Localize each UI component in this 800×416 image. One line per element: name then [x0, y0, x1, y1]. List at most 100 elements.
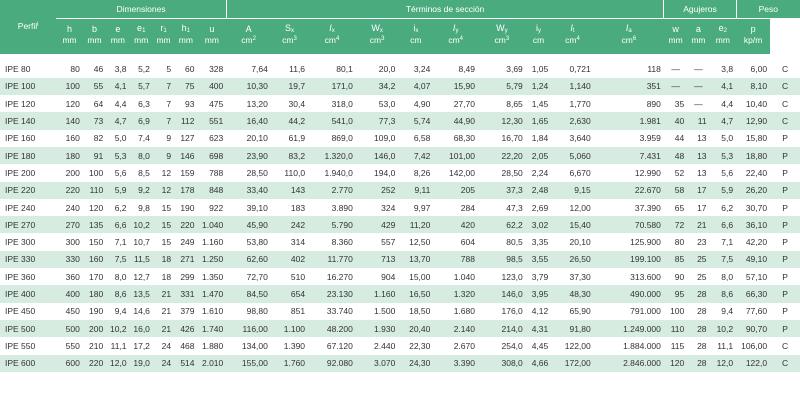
- table-cell: 7,5: [709, 250, 737, 269]
- table-cell: 95: [663, 285, 688, 303]
- table-cell: 7: [152, 95, 175, 113]
- table-cell: 214,0: [477, 319, 526, 338]
- table-cell: 1.160: [355, 285, 399, 303]
- table-cell: P: [770, 250, 800, 269]
- table-cell: 115: [663, 337, 688, 355]
- table-cell: 922: [197, 198, 227, 217]
- table-cell: 200: [56, 164, 83, 182]
- table-cell: 98,5: [477, 250, 526, 269]
- column-symbol: Iy: [433, 18, 478, 34]
- profile-name-cell: IPE 500: [0, 319, 57, 338]
- table-cell: 331: [174, 285, 198, 303]
- table-cell: 2,69: [525, 198, 552, 217]
- table-cell: 8,5: [129, 164, 153, 182]
- table-cell: 33.740: [308, 302, 356, 320]
- table-cell: 240: [56, 198, 83, 217]
- table-cell: 869,0: [308, 129, 356, 147]
- table-cell: 242: [270, 216, 309, 234]
- table-cell: 13,70: [398, 250, 434, 269]
- table-cell: 6,6: [709, 216, 737, 234]
- table-cell: 3.390: [433, 354, 478, 372]
- table-cell: P: [770, 268, 800, 286]
- table-cell: 10,7: [129, 233, 153, 251]
- column-symbol: r1: [152, 18, 175, 34]
- table-cell: 3.070: [355, 354, 399, 372]
- column-symbol: h1: [174, 18, 198, 34]
- table-row: IPE 220 220 110 5,9 9,2 12 178 848 33,40 143 2.770…: [0, 181, 800, 199]
- table-cell: 23,90: [226, 146, 271, 165]
- table-cell: 200: [82, 319, 107, 338]
- table-cell: 3,8: [709, 60, 737, 78]
- profile-name-cell: IPE 300: [0, 233, 57, 251]
- table-cell: 3,8: [106, 60, 130, 78]
- table-cell: 9,11: [398, 181, 434, 199]
- column-unit: mm: [129, 34, 153, 54]
- table-cell: 600: [56, 354, 83, 372]
- column-symbol: e2: [709, 18, 737, 34]
- column-unit: mm: [687, 34, 710, 54]
- table-cell: 8,0: [129, 146, 153, 165]
- table-cell: 4,4: [709, 95, 737, 113]
- column-unit: cm6: [593, 34, 664, 54]
- table-cell: 5,0: [709, 129, 737, 147]
- table-cell: 10,30: [226, 77, 271, 96]
- table-cell: 318,0: [308, 95, 356, 113]
- table-cell: 7,42: [398, 146, 434, 165]
- table-cell: 15: [152, 198, 175, 217]
- symbol-header-row: h b e e1 r1 h1 u A Sx Ix Wx ix Iy Wy iy It Ia w a e2 p: [0, 18, 800, 34]
- table-cell: 172,00: [551, 354, 594, 372]
- table-cell: 5,6: [709, 164, 737, 182]
- table-cell: 308,0: [477, 354, 526, 372]
- group-peso: Peso: [735, 0, 800, 19]
- table-cell: 16,70: [477, 129, 526, 147]
- table-cell: 25: [687, 250, 710, 269]
- table-cell: 1.390: [270, 337, 309, 355]
- table-cell: 2,05: [525, 146, 552, 165]
- profile-name-cell: IPE 360: [0, 268, 57, 286]
- profile-name-cell: IPE 220: [0, 181, 57, 199]
- table-row: IPE 400 400 180 8,6 13,5 21 331 1.470 84,50 654 23…: [0, 285, 800, 303]
- table-cell: 5,79: [477, 77, 526, 96]
- column-symbol: u: [197, 18, 227, 34]
- table-cell: 80,1: [308, 60, 356, 78]
- column-symbol: e1: [129, 18, 153, 34]
- table-cell: 28: [687, 319, 710, 338]
- column-symbol: ix: [398, 18, 434, 34]
- table-cell: 112: [174, 112, 198, 130]
- table-cell: 249: [174, 233, 198, 251]
- column-unit: cm2: [226, 34, 271, 54]
- table-cell: 2.140: [433, 319, 478, 338]
- column-symbol: p: [736, 18, 771, 34]
- column-symbol: Wx: [355, 18, 399, 34]
- table-cell: 194,0: [355, 164, 399, 182]
- profile-name-cell: IPE 550: [0, 337, 57, 355]
- table-cell: 402: [270, 250, 309, 269]
- table-cell: 550: [56, 337, 83, 355]
- table-cell: 26,50: [551, 250, 594, 269]
- table-cell: 190: [82, 302, 107, 320]
- group-dimensiones: Dimensiones: [56, 0, 227, 19]
- table-cell: 5,9: [709, 181, 737, 199]
- profile-name-cell: IPE 270: [0, 216, 57, 234]
- table-cell: 6,2: [709, 198, 737, 217]
- table-cell: 146: [174, 146, 198, 165]
- table-cell: 140: [56, 112, 83, 130]
- table-cell: 4,45: [525, 337, 552, 355]
- table-cell: 3,79: [525, 268, 552, 286]
- table-cell: 52: [663, 164, 688, 182]
- table-cell: 904: [355, 268, 399, 286]
- table-cell: 80: [56, 60, 83, 78]
- profile-name-cell: IPE 450: [0, 302, 57, 320]
- table-cell: 2.770: [308, 181, 356, 199]
- table-cell: 1.981: [593, 112, 664, 130]
- table-cell: 220: [56, 181, 83, 199]
- table-cell: 788: [197, 164, 227, 182]
- table-row: IPE 240 240 120 6,2 9,8 15 190 922 39,10 183 3.890…: [0, 198, 800, 217]
- table-cell: 7.431: [593, 146, 664, 165]
- table-cell: 2.440: [355, 337, 399, 355]
- table-cell: 11: [687, 112, 710, 130]
- table-cell: 22,30: [398, 337, 434, 355]
- table-cell: C: [770, 354, 800, 372]
- table-row: IPE 100 100 55 4,1 5,7 7 75 400 10,30 19,7 171,0 34…: [0, 77, 800, 96]
- table-cell: 30,70: [736, 198, 771, 217]
